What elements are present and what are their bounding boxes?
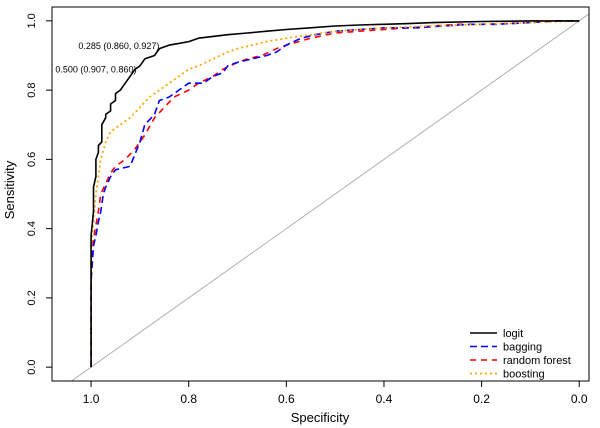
series-line-logit: [90, 20, 580, 368]
y-tick-label: 1.0: [26, 13, 38, 28]
legend-label: bagging: [503, 342, 542, 354]
y-tick-label: 0.6: [26, 152, 38, 167]
y-tick-label: 0.8: [26, 82, 38, 97]
reference-diagonal: [70, 13, 589, 381]
x-tick-label: 0.4: [376, 392, 393, 406]
x-tick-label: 0.8: [180, 392, 197, 406]
series-line-bagging: [90, 20, 580, 368]
y-tick-label: 0.2: [26, 290, 38, 305]
y-tick-label: 0.0: [26, 359, 38, 374]
x-tick-label: 1.0: [83, 392, 100, 406]
legend-label: logit: [503, 328, 523, 340]
x-tick-label: 0.0: [571, 392, 588, 406]
plot-frame: [51, 6, 590, 382]
y-axis-label: Sensitivity: [2, 160, 17, 219]
x-tick-label: 0.2: [473, 392, 490, 406]
legend-label: boosting: [503, 369, 545, 381]
x-axis-label: Specificity: [291, 410, 350, 425]
threshold-annotation: 0.285 (0.860, 0.927): [78, 41, 159, 51]
x-tick-label: 0.6: [278, 392, 295, 406]
threshold-annotation: 0.500 (0.907, 0.860): [55, 64, 136, 74]
legend-label: random forest: [503, 355, 571, 367]
y-tick-label: 0.4: [26, 221, 38, 236]
series-line-random-forest: [90, 20, 580, 368]
